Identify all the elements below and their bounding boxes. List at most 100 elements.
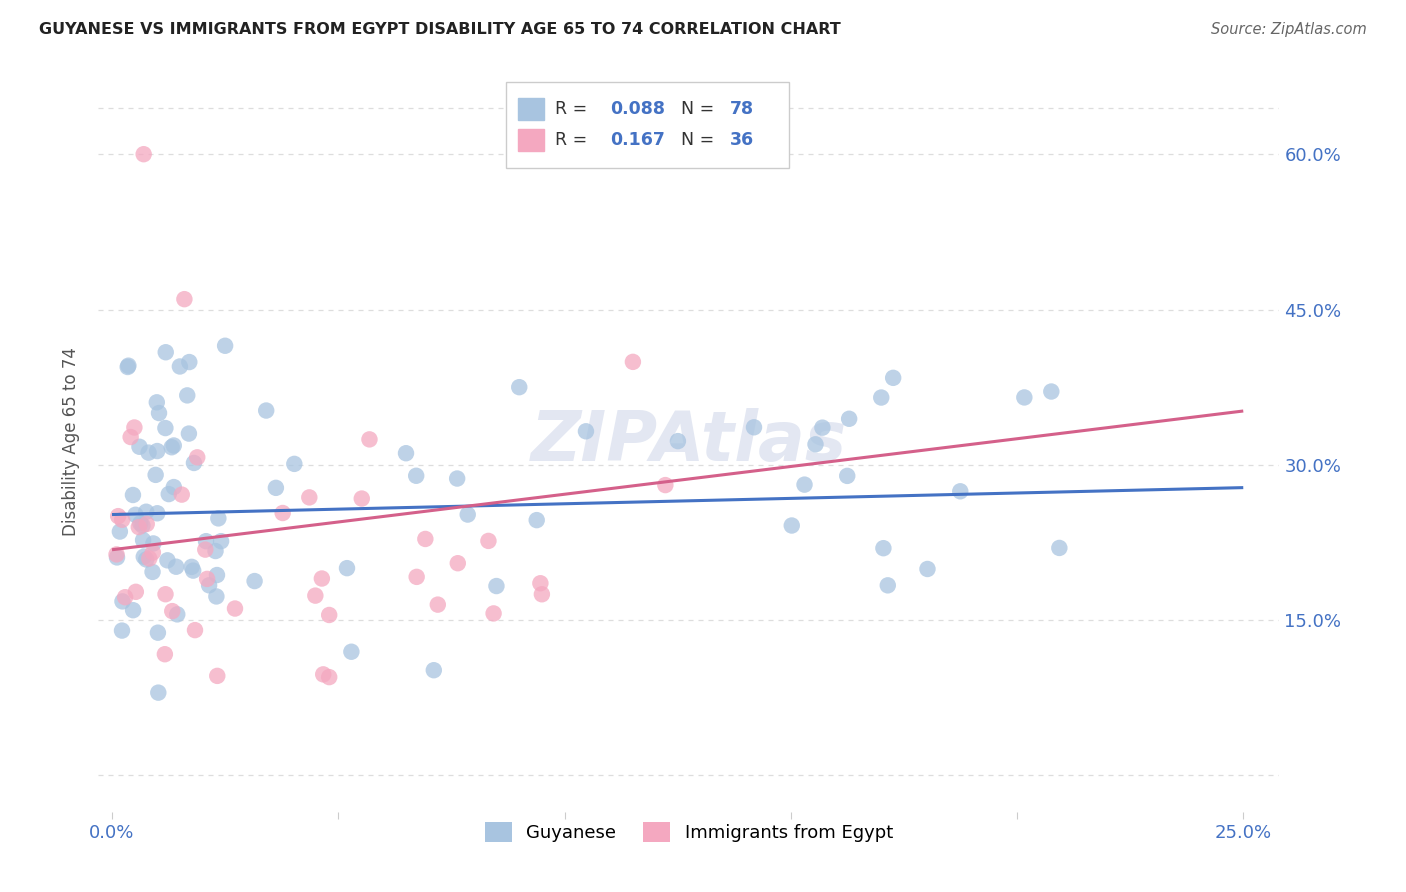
Point — [405, 570, 427, 584]
Point — [742, 420, 765, 434]
Point — [336, 561, 359, 575]
Point — [1014, 391, 1036, 405]
Text: GUYANESE VS IMMIGRANTS FROM EGYPT DISABILITY AGE 65 TO 74 CORRELATION CHART: GUYANESE VS IMMIGRANTS FROM EGYPT DISABI… — [39, 22, 841, 37]
Point — [111, 513, 134, 527]
Point — [132, 147, 155, 161]
Point — [138, 445, 160, 459]
Point — [207, 511, 229, 525]
Point — [271, 506, 294, 520]
Point — [204, 544, 226, 558]
Point — [181, 564, 204, 578]
Point — [135, 516, 157, 531]
Point — [811, 420, 834, 434]
Text: Source: ZipAtlas.com: Source: ZipAtlas.com — [1211, 22, 1367, 37]
Text: N =: N = — [681, 131, 720, 149]
Point — [207, 669, 229, 683]
Text: 36: 36 — [730, 131, 755, 149]
Point — [405, 468, 427, 483]
Point — [160, 440, 183, 454]
Point — [138, 551, 160, 566]
Point — [304, 589, 326, 603]
Point — [205, 568, 228, 582]
Point — [135, 552, 157, 566]
Point — [793, 477, 815, 491]
Point — [114, 591, 136, 605]
Text: N =: N = — [681, 100, 720, 118]
Point — [153, 647, 176, 661]
Point — [621, 355, 644, 369]
Point — [111, 624, 134, 638]
Point — [163, 438, 186, 452]
Point — [198, 578, 221, 592]
Point — [1047, 541, 1070, 555]
Point — [654, 478, 676, 492]
Point — [146, 444, 169, 458]
Point — [124, 420, 146, 434]
Point — [170, 487, 193, 501]
Point — [298, 491, 321, 505]
Point — [186, 450, 208, 465]
Point — [155, 421, 177, 435]
Point — [179, 355, 201, 369]
Point — [142, 545, 165, 559]
Point — [526, 513, 548, 527]
Point — [132, 549, 155, 564]
Point — [194, 542, 217, 557]
Point — [125, 584, 148, 599]
Point — [264, 481, 287, 495]
Point — [876, 578, 898, 592]
Point — [882, 371, 904, 385]
Point — [122, 603, 145, 617]
Point — [176, 388, 198, 402]
Point — [155, 345, 177, 359]
Point — [148, 406, 170, 420]
Point — [177, 426, 200, 441]
Point — [146, 395, 169, 409]
Point — [395, 446, 418, 460]
Point — [117, 359, 139, 373]
Point — [415, 532, 437, 546]
Point — [163, 480, 186, 494]
Point — [804, 437, 827, 451]
Point — [359, 433, 381, 447]
Point — [111, 594, 134, 608]
Point — [457, 508, 479, 522]
Point — [205, 590, 228, 604]
Point — [155, 587, 177, 601]
Point — [318, 670, 340, 684]
Point — [128, 520, 150, 534]
Point — [837, 469, 859, 483]
Text: 0.167: 0.167 — [610, 131, 665, 149]
Text: ZIPAtlas: ZIPAtlas — [531, 408, 846, 475]
Point — [146, 625, 169, 640]
FancyBboxPatch shape — [517, 98, 544, 120]
Point — [838, 411, 860, 425]
Text: R =: R = — [555, 100, 593, 118]
Point — [214, 339, 236, 353]
Point — [148, 686, 170, 700]
Point — [107, 509, 129, 524]
Text: R =: R = — [555, 131, 593, 149]
Point — [105, 548, 128, 562]
Point — [949, 484, 972, 499]
Legend: Guyanese, Immigrants from Egypt: Guyanese, Immigrants from Egypt — [475, 813, 903, 851]
Point — [135, 505, 157, 519]
Point — [254, 403, 277, 417]
Point — [318, 607, 340, 622]
Point — [166, 607, 188, 622]
Point — [311, 572, 333, 586]
Point — [477, 533, 499, 548]
Point — [156, 553, 179, 567]
Point — [146, 506, 169, 520]
Point — [131, 518, 153, 533]
Point — [173, 292, 195, 306]
Point — [870, 391, 893, 405]
Point — [350, 491, 373, 506]
Point — [426, 598, 449, 612]
Point — [209, 534, 232, 549]
Point — [529, 576, 551, 591]
Point — [129, 516, 152, 531]
Point — [243, 574, 266, 588]
Point — [184, 623, 207, 637]
Point — [195, 534, 218, 549]
